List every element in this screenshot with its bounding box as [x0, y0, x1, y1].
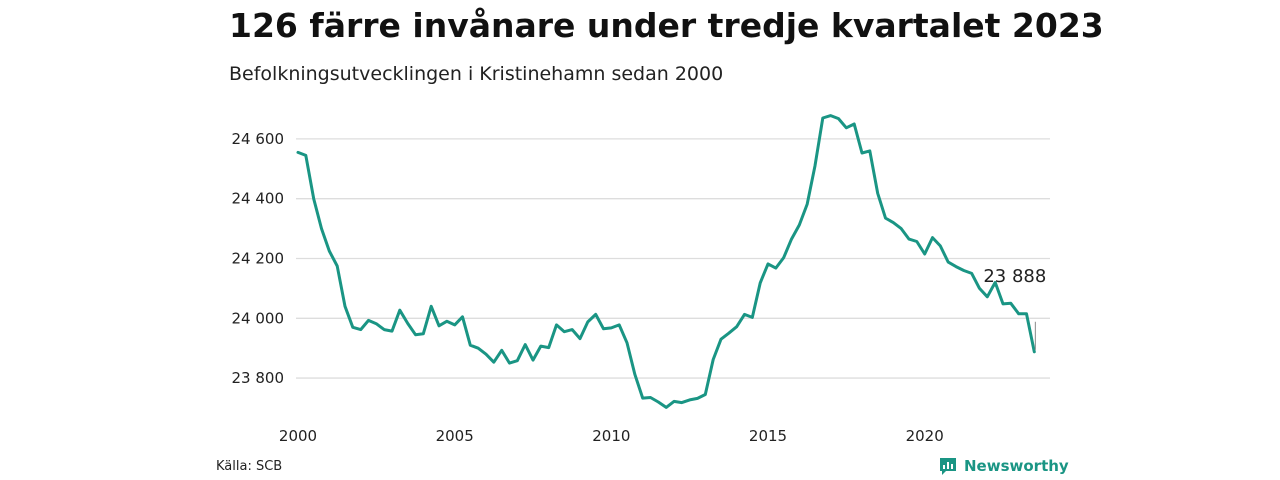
x-tick-label: 2000 — [279, 427, 317, 445]
source-label: Källa: SCB — [216, 459, 283, 474]
series-layer — [296, 114, 1036, 409]
x-tick-label: 2005 — [436, 427, 474, 445]
y-tick-label: 24 000 — [232, 309, 285, 327]
brand-name: Newsworthy — [964, 457, 1069, 475]
chart-subtitle: Befolkningsutvecklingen i Kristinehamn s… — [229, 63, 724, 85]
x-tick-label: 2020 — [906, 427, 944, 445]
x-tick-label: 2015 — [749, 427, 787, 445]
chart-title: 126 färre invånare under tredje kvartale… — [229, 6, 1104, 45]
y-tick-label: 24 600 — [232, 130, 285, 148]
annotation-label: 23 888 — [983, 266, 1046, 287]
newsworthy-logo-icon — [940, 458, 956, 475]
annotation-layer: 23 888 — [983, 266, 1046, 350]
x-axis-tick-labels: 2000 2005 2010 2015 2020 — [279, 427, 944, 445]
grid-lines — [296, 138, 1050, 379]
y-tick-label: 24 400 — [232, 190, 285, 208]
series-line — [296, 114, 1036, 409]
brand-logo: Newsworthy — [938, 456, 1069, 476]
x-tick-label: 2010 — [592, 427, 630, 445]
y-tick-label: 23 800 — [232, 369, 285, 387]
y-tick-label: 24 200 — [232, 249, 285, 267]
y-axis-tick-labels: 23 800 24 000 24 200 24 400 24 600 — [232, 130, 285, 387]
